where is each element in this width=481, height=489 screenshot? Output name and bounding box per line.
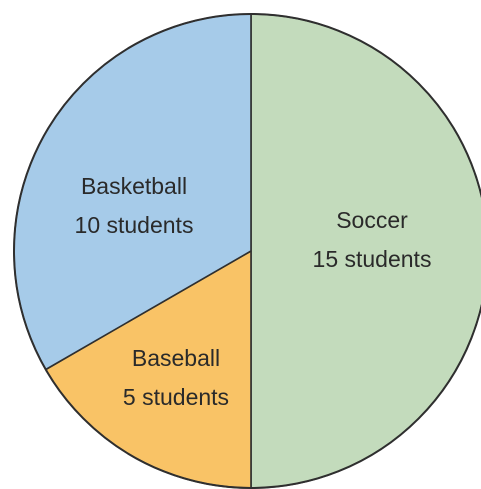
slice-label-basketball: Basketball	[81, 173, 187, 199]
slice-value-baseball: 5 students	[123, 384, 229, 410]
slice-value-basketball: 10 students	[75, 212, 194, 238]
slice-label-baseball: Baseball	[132, 345, 220, 371]
pie-slices	[13, 13, 481, 489]
pie-outline	[13, 13, 481, 489]
slice-value-soccer: 15 students	[313, 246, 432, 272]
slice-label-soccer: Soccer	[336, 207, 408, 233]
